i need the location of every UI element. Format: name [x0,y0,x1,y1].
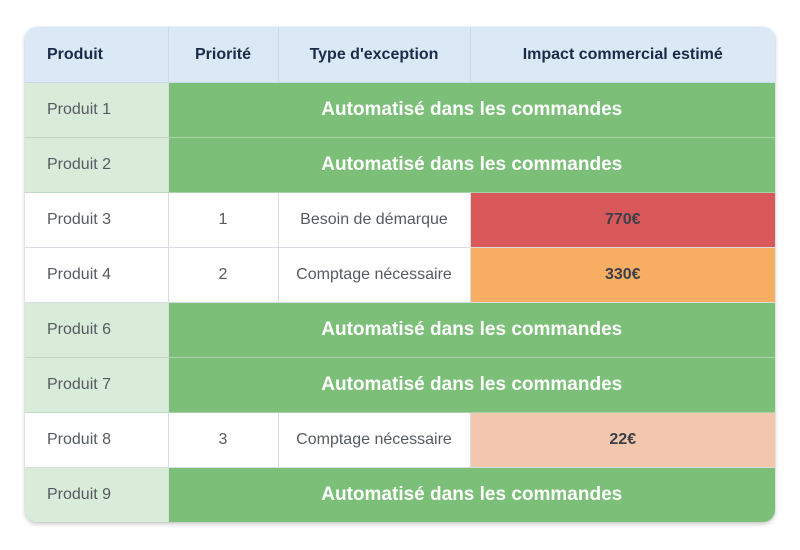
priority-cell: 3 [168,412,279,468]
product-cell: Produit 6 [25,302,169,358]
automated-status-cell: Automatisé dans les commandes [168,357,775,413]
table-row: Produit 1 Automatisé dans les commandes [25,82,775,138]
table-row: Produit 6 Automatisé dans les commandes [25,302,775,358]
table-header-row: Produit Priorité Type d'exception Impact… [25,27,775,83]
table-row: Produit 8 3 Comptage nécessaire 22€ [25,412,775,468]
table-row: Produit 4 2 Comptage nécessaire 330€ [25,247,775,303]
header-impact: Impact commercial estimé [470,27,775,83]
product-cell: Produit 1 [25,82,169,138]
automated-status-cell: Automatisé dans les commandes [168,467,775,522]
impact-cell: 22€ [470,412,775,468]
table-row: Produit 2 Automatisé dans les commandes [25,137,775,193]
table-body: Produit 1 Automatisé dans les commandes Pr… [25,82,775,522]
product-cell: Produit 2 [25,137,169,193]
header-priority: Priorité [168,27,279,83]
table-row: Produit 7 Automatisé dans les commandes [25,357,775,413]
product-cell: Produit 3 [25,192,169,248]
product-cell: Produit 4 [25,247,169,303]
product-cell: Produit 9 [25,467,169,522]
automated-status-cell: Automatisé dans les commandes [168,302,775,358]
product-cell: Produit 8 [25,412,169,468]
exception-type-cell: Comptage nécessaire [278,412,471,468]
table-row: Produit 9 Automatisé dans les commandes [25,467,775,522]
product-cell: Produit 7 [25,357,169,413]
impact-cell: 330€ [470,247,775,303]
header-exception-type: Type d'exception [278,27,471,83]
automated-status-cell: Automatisé dans les commandes [168,82,775,138]
exception-type-cell: Comptage nécessaire [278,247,471,303]
header-product: Produit [25,27,169,83]
table-row: Produit 3 1 Besoin de démarque 770€ [25,192,775,248]
impact-cell: 770€ [470,192,775,248]
exception-type-cell: Besoin de démarque [278,192,471,248]
exceptions-table-card: Produit Priorité Type d'exception Impact… [25,27,775,522]
priority-cell: 1 [168,192,279,248]
exceptions-table: Produit Priorité Type d'exception Impact… [25,27,775,522]
automated-status-cell: Automatisé dans les commandes [168,137,775,193]
priority-cell: 2 [168,247,279,303]
